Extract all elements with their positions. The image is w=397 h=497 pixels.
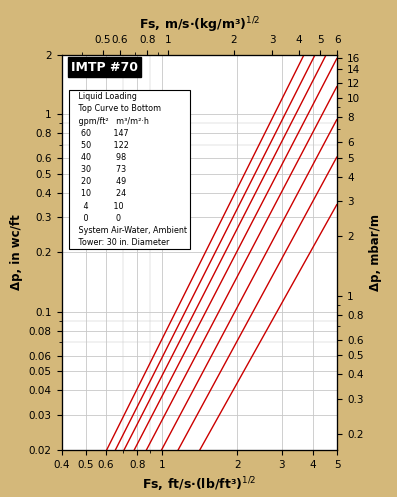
Y-axis label: Δp, mbar/m: Δp, mbar/m — [369, 214, 382, 291]
Text: Liquid Loading
   Top Curve to Bottom
   gpm/ft²   m³/m²·h
    60         147
  : Liquid Loading Top Curve to Bottom gpm/f… — [71, 92, 187, 247]
X-axis label: Fs, m/s·(kg/m³)$^{1/2}$: Fs, m/s·(kg/m³)$^{1/2}$ — [139, 15, 260, 35]
Y-axis label: Δp, in wc/ft: Δp, in wc/ft — [10, 214, 23, 290]
Text: IMTP #70: IMTP #70 — [71, 61, 138, 74]
X-axis label: Fs, ft/s·(lb/ft³)$^{1/2}$: Fs, ft/s·(lb/ft³)$^{1/2}$ — [143, 475, 256, 494]
